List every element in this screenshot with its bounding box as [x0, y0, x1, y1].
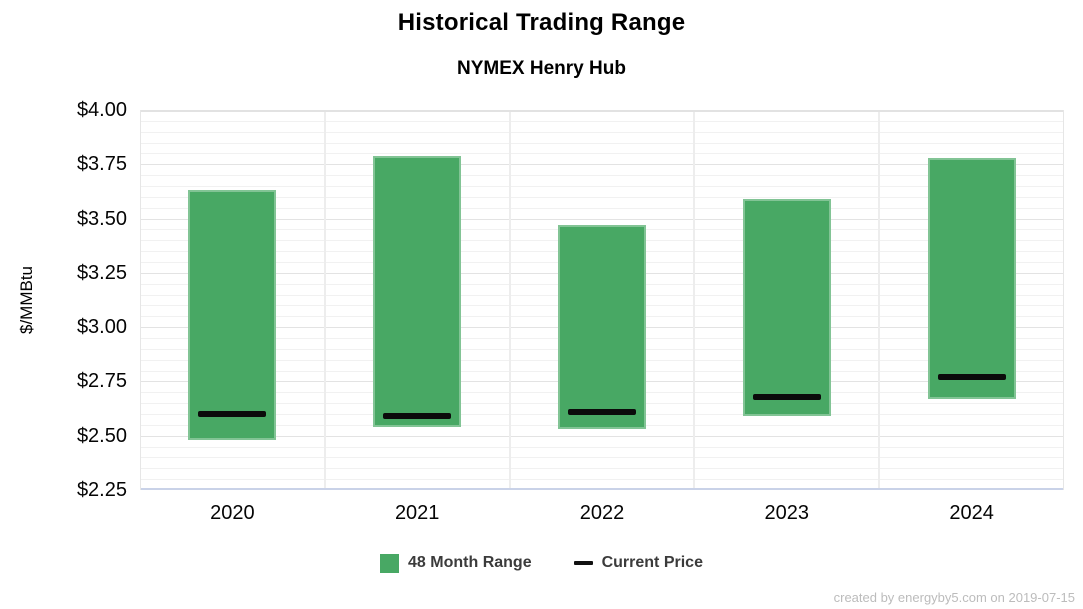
legend-item-current-price: Current Price — [573, 554, 703, 572]
y-tick-label: $3.75 — [76, 153, 127, 176]
gridline-major — [140, 164, 1064, 166]
column-separator — [508, 110, 511, 490]
gridline-minor — [140, 196, 1064, 198]
current-price-marker-2020 — [198, 411, 267, 417]
range-bar-2020 — [188, 190, 277, 441]
legend-label-current-price: Current Price — [601, 554, 703, 571]
range-bar-2023 — [742, 199, 831, 417]
x-tick-label: 2023 — [764, 502, 810, 524]
gridline-minor — [140, 142, 1064, 144]
y-tick-label: $2.75 — [76, 370, 127, 393]
gridline-minor — [140, 446, 1064, 448]
current-price-marker-2023 — [752, 393, 821, 400]
range-bar-2021 — [373, 155, 462, 428]
chart-subtitle: NYMEX Henry Hub — [457, 58, 626, 79]
column-separator — [878, 110, 881, 490]
plot-border-left — [140, 110, 141, 490]
y-tick-label: $3.00 — [76, 316, 127, 339]
gridline-major — [140, 218, 1064, 220]
legend: 48 Month Range Current Price — [0, 547, 1083, 579]
plot-area — [140, 110, 1064, 490]
column-separator — [323, 110, 326, 490]
x-tick-label: 2020 — [210, 502, 255, 524]
gridline-minor — [140, 131, 1064, 133]
range-bar-2024 — [927, 157, 1016, 399]
y-tick-label: $3.50 — [76, 207, 127, 230]
gridline-minor — [140, 207, 1064, 209]
range-swatch-icon — [380, 553, 400, 573]
gridline-minor — [140, 120, 1064, 122]
gridline-minor — [140, 186, 1064, 187]
credit-text: created by energyby5.com on 2019-07-15 — [833, 590, 1075, 605]
x-tick-label: 2022 — [579, 502, 625, 524]
plot-border-right — [1063, 110, 1064, 490]
current-price-swatch-icon — [573, 561, 593, 565]
gridline-minor — [140, 457, 1064, 459]
gridline-minor — [140, 479, 1064, 481]
column-separator — [693, 110, 696, 490]
current-price-marker-2024 — [937, 374, 1006, 381]
legend-item-range: 48 Month Range — [380, 553, 532, 573]
range-bar-2022 — [558, 225, 646, 430]
y-tick-label: $3.25 — [76, 261, 127, 284]
plot-border-bottom — [140, 488, 1064, 490]
x-tick-label: 2024 — [949, 502, 994, 524]
gridline-minor — [140, 153, 1064, 155]
y-tick-label: $2.50 — [76, 424, 127, 447]
x-tick-label: 2021 — [394, 502, 440, 524]
gridline-major — [140, 435, 1064, 437]
plot-border-top — [140, 110, 1064, 112]
current-price-marker-2021 — [383, 413, 452, 420]
chart-title: Historical Trading Range — [397, 9, 686, 36]
current-price-marker-2022 — [568, 408, 636, 415]
gridline-minor — [140, 175, 1064, 177]
gridline-minor — [140, 468, 1064, 470]
legend-label-range: 48 Month Range — [408, 554, 532, 571]
y-tick-label: $4.00 — [76, 99, 127, 121]
y-tick-label: $2.25 — [76, 479, 127, 501]
